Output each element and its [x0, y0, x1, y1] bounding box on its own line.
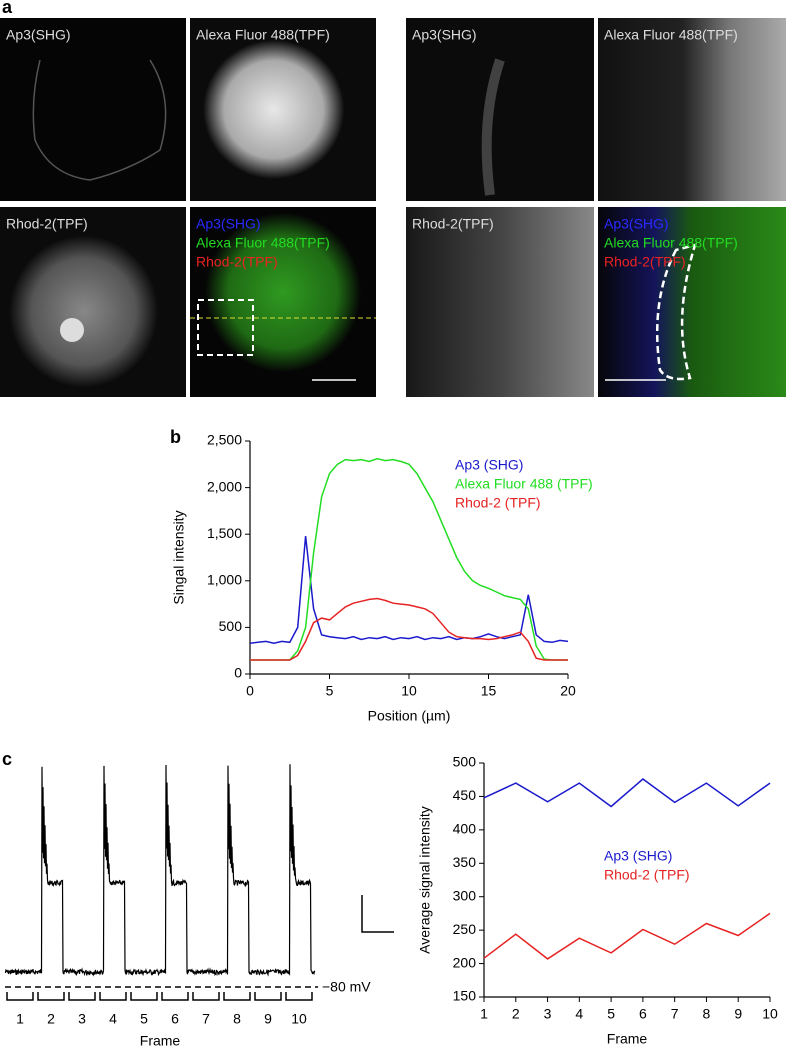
- frame-bracket: [68, 992, 96, 1001]
- x-tick-label: 2: [512, 1006, 520, 1022]
- frame-label: 8: [233, 1011, 241, 1027]
- roi-box: [197, 299, 254, 356]
- frame-bracket: [285, 992, 313, 1001]
- frame-bracket: [192, 992, 220, 1001]
- x-tick-label: 1: [480, 1006, 488, 1022]
- legend-entry: Alexa Fluor 488 (TPF): [455, 476, 593, 492]
- y-tick-label: 1,500: [207, 525, 242, 541]
- image-detail: [60, 318, 84, 342]
- image-label: Alexa Fluor 488(TPF): [196, 235, 330, 251]
- y-tick-label: 1,000: [207, 572, 242, 588]
- image: [190, 207, 376, 397]
- x-tick-label: 6: [639, 1006, 647, 1022]
- legend-entry: Rhod-2 (TPF): [455, 495, 541, 511]
- image-label: Rhod-2(TPF): [196, 254, 278, 270]
- y-tick-label: 0: [234, 665, 242, 681]
- y-tick-label: 500: [219, 618, 243, 634]
- y-tick-label: 450: [453, 787, 477, 803]
- series-line: [483, 778, 771, 808]
- y-axis-label: Singal intensity: [171, 510, 187, 604]
- series-line: [249, 536, 569, 644]
- image: [406, 207, 594, 397]
- x-tick-label: 10: [762, 1006, 778, 1022]
- image: [406, 18, 594, 201]
- x-axis-label: Frame: [607, 1031, 648, 1047]
- image-label: Rhod-2(TPF): [604, 254, 686, 270]
- frame-label: 6: [171, 1011, 179, 1027]
- frame-label: 10: [291, 1011, 307, 1027]
- y-tick-label: 500: [453, 754, 477, 770]
- image-label: Rhod-2(TPF): [412, 216, 494, 232]
- x-tick-label: 10: [401, 683, 417, 699]
- y-axis-label: Average signal intensity: [417, 806, 433, 954]
- frame-bracket: [223, 992, 251, 1001]
- image: [0, 207, 186, 397]
- y-tick-label: 200: [453, 954, 477, 970]
- x-tick-label: 0: [246, 683, 254, 699]
- frame-label: 1: [16, 1011, 24, 1027]
- y-tick-label: 350: [453, 854, 477, 870]
- x-tick-label: 20: [560, 683, 576, 699]
- x-tick-label: 7: [671, 1006, 679, 1022]
- x-axis-label: Frame: [140, 1033, 181, 1049]
- frame-bracket: [37, 992, 65, 1001]
- image-label: Ap3(SHG): [412, 27, 477, 43]
- x-tick-label: 8: [703, 1006, 711, 1022]
- x-tick-label: 3: [544, 1006, 552, 1022]
- x-tick-label: 9: [734, 1006, 742, 1022]
- frame-label: 7: [202, 1011, 210, 1027]
- image-label: Rhod-2(TPF): [6, 216, 88, 232]
- y-tick-label: 150: [453, 988, 477, 1004]
- series-line: [250, 597, 568, 661]
- image: [0, 18, 186, 201]
- x-tick-label: 5: [607, 1006, 615, 1022]
- panel-label: a: [2, 0, 13, 17]
- voltage-trace: [4, 764, 316, 977]
- frame-bracket: [161, 992, 189, 1001]
- frame-bracket: [6, 992, 34, 1001]
- image-label: Ap3(SHG): [604, 216, 669, 232]
- series-line: [483, 912, 771, 960]
- y-tick-label: 250: [453, 921, 477, 937]
- image-label: Alexa Fluor 488(TPF): [604, 235, 738, 251]
- x-tick-label: 5: [326, 683, 334, 699]
- x-tick-label: 4: [575, 1006, 583, 1022]
- legend-entry: Ap3 (SHG): [604, 848, 672, 864]
- x-axis-label: Position (µm): [368, 708, 451, 724]
- legend-entry: Rhod-2 (TPF): [604, 867, 690, 883]
- frame-label: 9: [264, 1011, 272, 1027]
- panel-label: c: [2, 749, 12, 769]
- frame-bracket: [254, 992, 282, 1001]
- frame-bracket: [99, 992, 127, 1001]
- image: [598, 18, 786, 201]
- frame-bracket: [130, 992, 158, 1001]
- frame-label: 5: [140, 1011, 148, 1027]
- roi-outline: [656, 243, 697, 381]
- legend-entry: Ap3 (SHG): [455, 457, 523, 473]
- panel-label: b: [170, 427, 181, 447]
- image-detail: [32, 59, 167, 181]
- image-detail: [481, 58, 505, 196]
- y-tick-label: 300: [453, 887, 477, 903]
- scale-bar: [361, 895, 394, 933]
- image-panels: [0, 18, 786, 397]
- baseline-label: −80 mV: [322, 979, 371, 995]
- image-label: Alexa Fluor 488(TPF): [604, 27, 738, 43]
- frame-label: 4: [109, 1011, 117, 1027]
- frame-label: 3: [78, 1011, 86, 1027]
- image-label: Ap3(SHG): [196, 216, 261, 232]
- image-label: Ap3(SHG): [6, 27, 71, 43]
- y-tick-label: 2,500: [207, 432, 242, 448]
- series-line: [250, 457, 568, 661]
- image: [190, 18, 376, 201]
- image: [598, 207, 786, 397]
- y-tick-label: 2,000: [207, 478, 242, 494]
- frame-label: 2: [47, 1011, 55, 1027]
- y-tick-label: 400: [453, 821, 477, 837]
- x-tick-label: 15: [481, 683, 497, 699]
- image-label: Alexa Fluor 488(TPF): [196, 27, 330, 43]
